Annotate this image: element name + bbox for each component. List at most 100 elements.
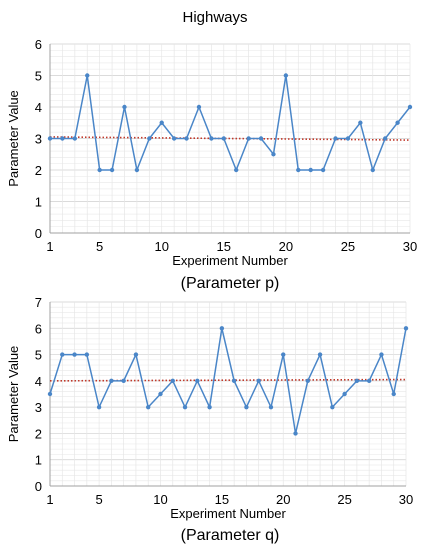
y-tick-label: 5 [35, 69, 42, 84]
data-point [158, 391, 163, 397]
x-tick-label: 30 [403, 239, 417, 254]
data-point [182, 404, 188, 410]
trend-line [49, 136, 411, 141]
data-point [354, 378, 360, 384]
y-axis-label: Parameter Value [6, 90, 21, 187]
grid-lines [49, 301, 407, 487]
x-axis-label: Experiment Number [170, 506, 286, 521]
data-point [293, 431, 298, 436]
y-axis-label: Parameter Value [6, 346, 21, 443]
data-point [109, 167, 115, 173]
data-point [308, 167, 313, 173]
x-tick-label: 25 [341, 239, 355, 254]
data-point [207, 404, 212, 410]
x-tick-label: 10 [154, 239, 168, 254]
x-tick-label: 15 [217, 239, 231, 254]
data-point [281, 352, 286, 357]
data-point [407, 104, 413, 110]
data-point [246, 136, 251, 141]
data-point [146, 404, 151, 410]
data-point [219, 326, 225, 331]
x-tick-label: 25 [337, 492, 351, 507]
y-tick-label: 1 [35, 453, 42, 468]
data-point [96, 404, 102, 410]
y-tick-label: 5 [35, 348, 42, 363]
x-tick-label: 20 [276, 492, 290, 507]
data-point [317, 352, 323, 357]
data-point [333, 136, 338, 141]
x-tick-label: 20 [279, 239, 293, 254]
y-tick-label: 6 [35, 37, 42, 52]
data-point [268, 404, 274, 410]
data-point [342, 391, 347, 397]
data-point [234, 167, 239, 173]
data-point [72, 352, 77, 357]
data-point [366, 378, 372, 384]
series-line [49, 328, 407, 434]
y-tick-label: 2 [35, 163, 42, 178]
x-tick-label: 15 [215, 492, 229, 507]
grid-lines [49, 43, 411, 234]
data-point [147, 136, 152, 141]
data-point [283, 73, 289, 78]
data-point [231, 378, 237, 384]
data-point [170, 378, 175, 384]
data-point [47, 391, 53, 397]
y-tick-label: 0 [35, 479, 42, 494]
data-point [121, 378, 126, 384]
y-tick-label: 0 [35, 226, 42, 241]
data-point [345, 136, 351, 141]
data-point [379, 352, 384, 357]
data-point [60, 136, 65, 141]
data-point [209, 136, 214, 141]
data-point [171, 136, 177, 141]
y-tick-label: 4 [35, 100, 42, 115]
data-point [382, 136, 388, 141]
data-point [84, 352, 90, 357]
x-tick-label: 30 [399, 492, 413, 507]
data-point [330, 404, 335, 410]
data-point [122, 104, 127, 110]
x-tick-label: 5 [95, 492, 102, 507]
data-point [196, 104, 202, 110]
x-tick-label: 5 [96, 239, 103, 254]
data-point [391, 391, 396, 397]
data-point [72, 136, 78, 141]
data-point [271, 152, 276, 157]
figure-title: Highways [182, 9, 247, 26]
data-point [296, 167, 301, 173]
data-point [109, 378, 114, 384]
y-tick-label: 6 [35, 321, 42, 336]
caption-p: (Parameter p) [181, 275, 280, 292]
data-point [244, 404, 249, 410]
x-tick-label: 10 [153, 492, 167, 507]
data-point [221, 136, 226, 141]
data-point [256, 378, 261, 384]
y-tick-label: 2 [35, 426, 42, 441]
data-point [184, 136, 189, 141]
data-point [403, 326, 409, 331]
data-point [305, 378, 310, 384]
x-axis-label: Experiment Number [172, 253, 288, 268]
data-point [395, 120, 400, 125]
data-point [370, 167, 375, 173]
data-point [320, 167, 326, 173]
y-tick-label: 3 [35, 400, 42, 415]
data-point [60, 352, 65, 357]
data-point [85, 73, 90, 78]
x-tick-label: 1 [46, 492, 53, 507]
data-point [47, 136, 53, 141]
x-tick-label: 1 [46, 239, 53, 254]
data-point [258, 136, 264, 141]
data-point [195, 378, 200, 384]
y-tick-label: 7 [35, 295, 42, 310]
series-line [50, 75, 411, 173]
data-point [358, 120, 363, 125]
y-tick-label: 1 [35, 195, 42, 210]
data-point [159, 120, 164, 125]
data-point [133, 352, 139, 357]
y-tick-label: 4 [35, 374, 42, 389]
